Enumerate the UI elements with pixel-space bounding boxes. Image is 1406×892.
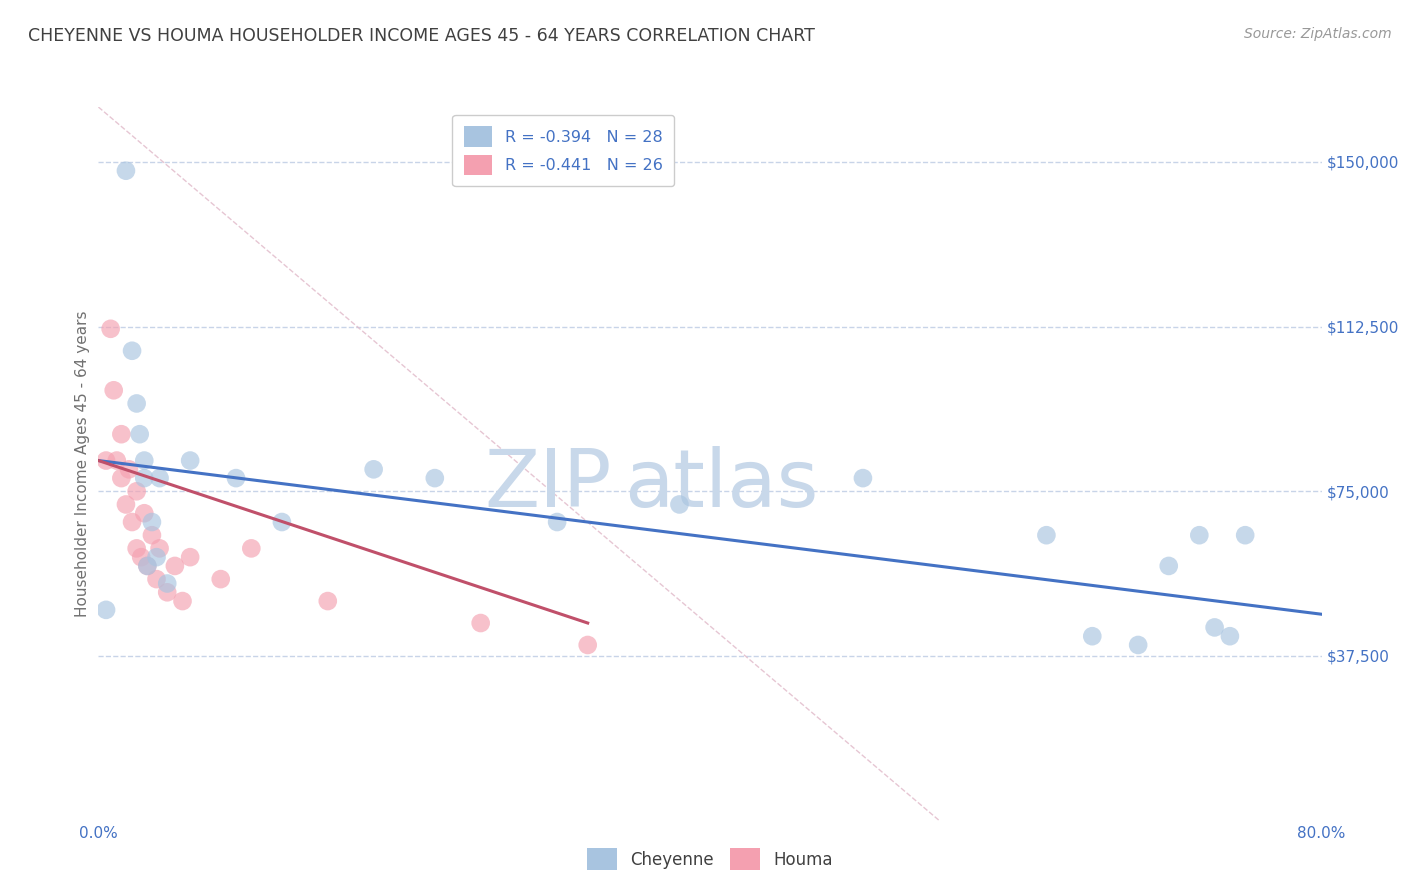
Point <box>172 594 194 608</box>
Point <box>118 462 141 476</box>
Point <box>100 322 122 336</box>
Point <box>134 471 156 485</box>
Point <box>136 558 159 573</box>
Point <box>576 638 599 652</box>
Point <box>121 343 143 358</box>
Point <box>103 384 125 398</box>
Point <box>115 498 138 512</box>
Point <box>225 471 247 485</box>
Text: CHEYENNE VS HOUMA HOUSEHOLDER INCOME AGES 45 - 64 YEARS CORRELATION CHART: CHEYENNE VS HOUMA HOUSEHOLDER INCOME AGE… <box>28 27 815 45</box>
Point <box>156 585 179 599</box>
Point <box>141 528 163 542</box>
Point <box>179 550 201 565</box>
Point <box>94 453 117 467</box>
Point <box>240 541 263 556</box>
Point <box>145 572 167 586</box>
Point <box>134 453 156 467</box>
Point <box>1128 638 1150 652</box>
Point <box>149 471 172 485</box>
Point <box>128 427 150 442</box>
Point <box>115 163 138 178</box>
Point <box>363 462 385 476</box>
Point <box>110 427 132 442</box>
Point <box>1081 629 1104 643</box>
Point <box>121 515 143 529</box>
Legend: Cheyenne, Houma: Cheyenne, Houma <box>581 842 839 877</box>
Point <box>125 541 148 556</box>
Text: Source: ZipAtlas.com: Source: ZipAtlas.com <box>1244 27 1392 41</box>
Point <box>141 515 163 529</box>
Point <box>209 572 232 586</box>
Point <box>134 506 156 520</box>
Point <box>125 484 148 499</box>
Point <box>1188 528 1211 542</box>
Point <box>156 576 179 591</box>
Point <box>163 558 186 573</box>
Point <box>105 453 128 467</box>
Text: ZIP: ZIP <box>485 446 612 524</box>
Point <box>1219 629 1241 643</box>
Text: atlas: atlas <box>624 446 818 524</box>
Point <box>270 515 292 529</box>
Point <box>546 515 568 529</box>
Point <box>129 550 152 565</box>
Point <box>125 396 148 410</box>
Point <box>423 471 446 485</box>
Point <box>470 615 492 630</box>
Point <box>668 498 690 512</box>
Point <box>110 471 132 485</box>
Point <box>316 594 339 608</box>
Point <box>1234 528 1257 542</box>
Point <box>179 453 201 467</box>
Y-axis label: Householder Income Ages 45 - 64 years: Householder Income Ages 45 - 64 years <box>75 310 90 617</box>
Point <box>1204 620 1226 634</box>
Point <box>1157 558 1180 573</box>
Point <box>149 541 172 556</box>
Point <box>136 558 159 573</box>
Point <box>145 550 167 565</box>
Point <box>94 603 117 617</box>
Point <box>852 471 875 485</box>
Point <box>1035 528 1057 542</box>
